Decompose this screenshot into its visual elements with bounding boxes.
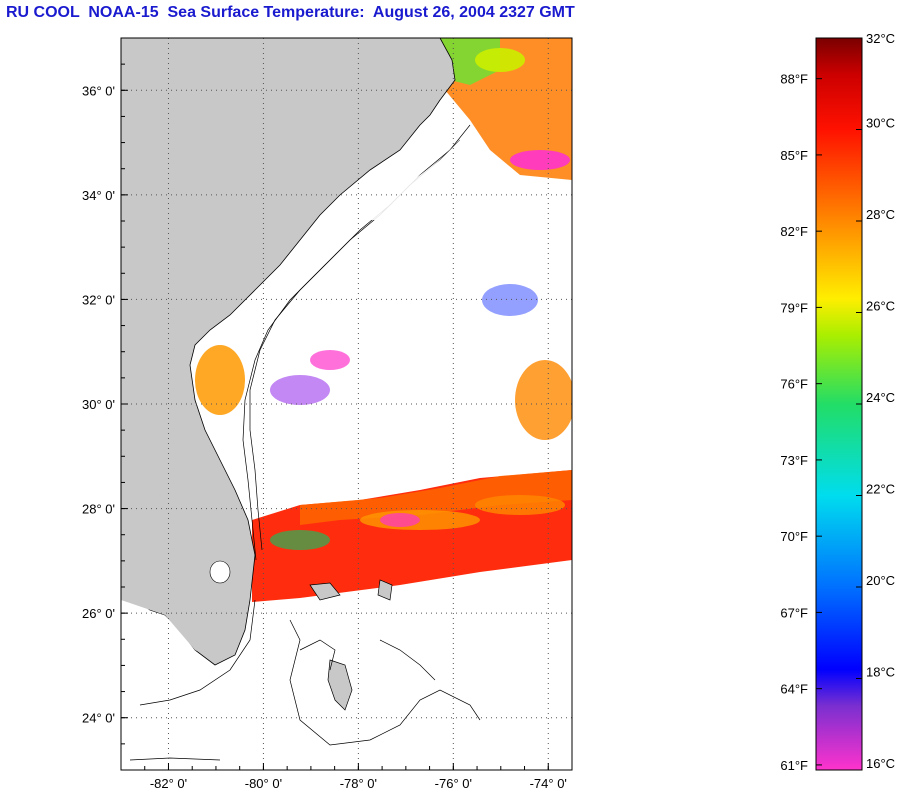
celsius-label: 22°C bbox=[866, 482, 895, 497]
lon-axis: -82° 0' -80° 0' -78° 0' -76° 0' -74° 0' bbox=[144, 763, 567, 791]
fahrenheit-label: 70°F bbox=[780, 529, 808, 544]
fahrenheit-label: 79°F bbox=[780, 300, 808, 315]
lat-tick-label: 34° 0' bbox=[82, 188, 115, 203]
lat-tick-label: 26° 0' bbox=[82, 606, 115, 621]
lat-tick-label: 36° 0' bbox=[82, 83, 115, 98]
celsius-label: 28°C bbox=[866, 207, 895, 222]
map-title: RU COOL NOAA-15 Sea Surface Temperature:… bbox=[6, 4, 575, 21]
lake-okeechobee bbox=[209, 560, 231, 584]
celsius-label: 30°C bbox=[866, 116, 895, 131]
fahrenheit-label: 67°F bbox=[780, 605, 808, 620]
lat-tick-label: 24° 0' bbox=[82, 711, 115, 726]
lon-tick-label: -76° 0' bbox=[435, 776, 472, 791]
lat-axis: 36° 0' 34° 0' 32° 0' 30° 0' 28° 0' 26° 0' 24° … bbox=[82, 63, 128, 745]
celsius-label: 24°C bbox=[866, 390, 895, 405]
fahrenheit-label: 82°F bbox=[780, 224, 808, 239]
colorbar-gradient bbox=[815, 37, 863, 771]
fahrenheit-label: 76°F bbox=[780, 377, 808, 392]
lat-tick-label: 28° 0' bbox=[82, 502, 115, 517]
lon-tick-label: -80° 0' bbox=[245, 776, 282, 791]
lon-tick-label: -74° 0' bbox=[530, 776, 567, 791]
lat-tick-label: 30° 0' bbox=[82, 397, 115, 412]
fahrenheit-label: 85°F bbox=[780, 148, 808, 163]
celsius-label: 26°C bbox=[866, 299, 895, 314]
celsius-label: 18°C bbox=[866, 665, 895, 680]
fahrenheit-label: 73°F bbox=[780, 453, 808, 468]
map-panel: 36° 0' 34° 0' 32° 0' 30° 0' 28° 0' 26° 0' 24° … bbox=[82, 37, 573, 791]
lat-lon-grid bbox=[121, 38, 572, 770]
lon-tick-label: -78° 0' bbox=[340, 776, 377, 791]
colorbar-fahrenheit-labels: 88°F 85°F 82°F 79°F 76°F 73°F 70°F 67°F 64°F 61°F bbox=[780, 72, 822, 773]
bahamas bbox=[309, 579, 393, 711]
colorbar: 32°C 30°C 28°C 26°C 24°C 22°C 20°C 18°C 16°C 88°… bbox=[780, 31, 895, 773]
celsius-label: 32°C bbox=[866, 31, 895, 46]
fahrenheit-label: 61°F bbox=[780, 758, 808, 773]
celsius-label: 16°C bbox=[866, 756, 895, 771]
fahrenheit-label: 64°F bbox=[780, 682, 808, 697]
lon-tick-label: -82° 0' bbox=[150, 776, 187, 791]
colorbar-celsius-labels: 32°C 30°C 28°C 26°C 24°C 22°C 20°C 18°C 16°C bbox=[856, 31, 895, 771]
fahrenheit-label: 88°F bbox=[780, 72, 808, 87]
lat-tick-label: 32° 0' bbox=[82, 292, 115, 307]
sst-field bbox=[135, 38, 572, 602]
celsius-label: 20°C bbox=[866, 573, 895, 588]
